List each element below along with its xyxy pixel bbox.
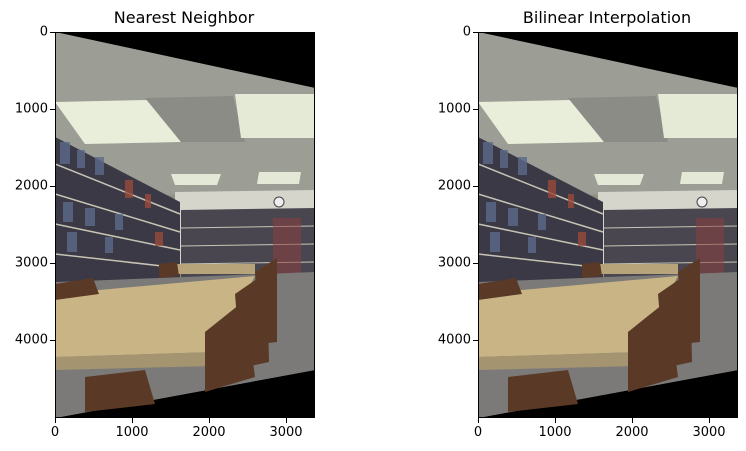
left-ytick-mark [50,340,55,341]
right-axes-frame [478,32,738,418]
right-xtick-mark [555,418,556,423]
right-xtick-mark [632,418,633,423]
right-xtick-label: 0 [473,425,483,440]
right-ytick-label: 4000 [437,332,471,348]
right-ytick-mark [473,109,478,110]
right-ytick-label: 2000 [437,178,471,194]
right-ytick-mark [473,340,478,341]
left-library-image [55,32,315,418]
right-ytick-mark [473,186,478,187]
right-xtick-label: 3000 [692,425,726,440]
left-xtick-mark [209,418,210,423]
right-xtick-mark [478,418,479,423]
left-axes-frame [55,32,315,418]
left-xtick-label: 3000 [269,425,303,440]
right-ytick-label: 0 [462,24,471,40]
left-ytick-label: 3000 [14,255,48,271]
left-ytick-mark [50,263,55,264]
right-ytick-mark [473,32,478,33]
right-ytick-label: 1000 [437,101,471,117]
left-xtick-label: 2000 [192,425,226,440]
left-xtick-mark [132,418,133,423]
left-panel-title: Nearest Neighbor [113,8,255,27]
right-ytick-label: 3000 [437,255,471,271]
left-ytick-mark [50,186,55,187]
right-library-image [478,32,738,418]
left-ytick-label: 0 [39,24,48,40]
left-xtick-mark [286,418,287,423]
left-xtick-label: 1000 [115,425,149,440]
left-xtick-mark [55,418,56,423]
right-xtick-label: 1000 [538,425,572,440]
right-ytick-mark [473,263,478,264]
right-panel-title: Bilinear Interpolation [522,8,692,27]
left-ytick-label: 1000 [14,101,48,117]
left-xtick-label: 0 [50,425,60,440]
left-ytick-label: 4000 [14,332,48,348]
right-xtick-mark [709,418,710,423]
left-ytick-mark [50,109,55,110]
right-xtick-label: 2000 [615,425,649,440]
left-ytick-mark [50,32,55,33]
left-ytick-label: 2000 [14,178,48,194]
